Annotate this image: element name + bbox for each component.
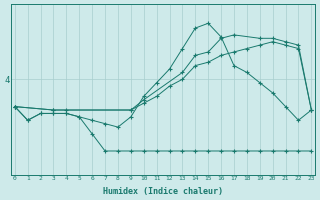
X-axis label: Humidex (Indice chaleur): Humidex (Indice chaleur) xyxy=(103,187,223,196)
